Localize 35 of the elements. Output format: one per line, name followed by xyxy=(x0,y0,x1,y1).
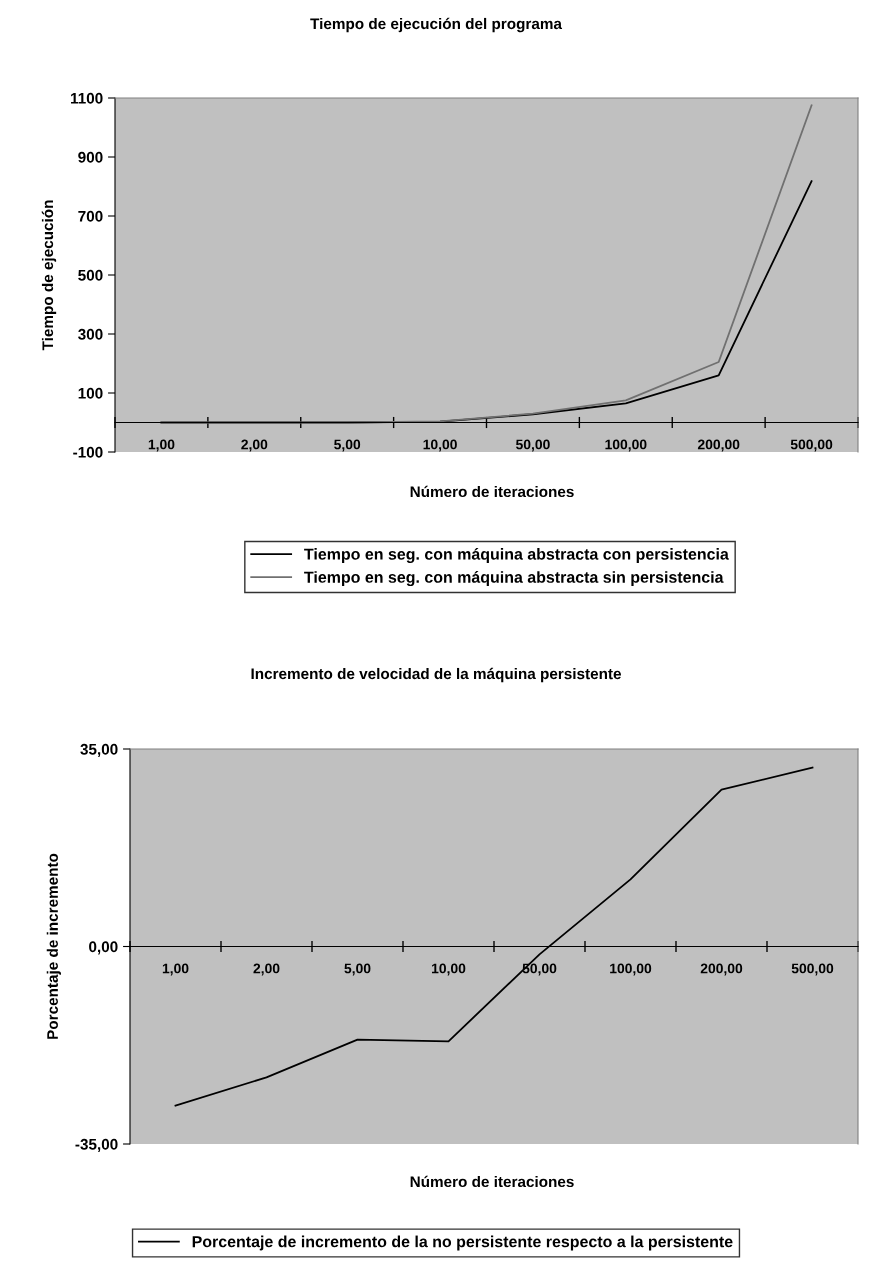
y-tick-label: 700 xyxy=(78,210,103,222)
x-tick-label: 100,00 xyxy=(610,963,652,976)
legend-label: Porcentaje de incremento de la no persistente respecto a la persistente xyxy=(192,1235,733,1251)
x-tick-label: 10,00 xyxy=(423,439,457,452)
y-axis-title: Porcentaje de incremento xyxy=(46,853,61,1039)
x-tick-label: 1,00 xyxy=(162,963,189,976)
x-tick-label: 500,00 xyxy=(790,439,833,452)
y-tick-label: -35,00 xyxy=(75,1138,118,1152)
x-tick-label: 50,00 xyxy=(515,439,550,452)
y-tick-label: 500 xyxy=(78,269,103,281)
y-tick-label: -100 xyxy=(73,446,103,458)
x-tick-label: 100,00 xyxy=(605,439,647,452)
x-axis-title: Número de iteraciones xyxy=(410,485,574,498)
x-tick-label: 2,00 xyxy=(241,439,268,452)
x-tick-label: 50,00 xyxy=(522,963,557,976)
chart-title: Incremento de velocidad de la máquina persistente xyxy=(251,667,621,683)
x-tick-label: 5,00 xyxy=(344,963,371,976)
x-tick-label: 200,00 xyxy=(697,439,740,452)
y-tick-label: 35,00 xyxy=(80,743,118,757)
x-tick-label: 5,00 xyxy=(334,439,361,452)
x-tick-label: 200,00 xyxy=(700,963,743,976)
legend-label: Tiempo en seg. con máquina abstracta sin persistencia xyxy=(304,570,724,587)
chart-title: Tiempo de ejecución del programa xyxy=(310,17,563,33)
x-tick-label: 2,00 xyxy=(253,963,280,976)
x-tick-label: 500,00 xyxy=(791,963,834,976)
y-tick-label: 1100 xyxy=(71,92,103,104)
x-axis-title: Número de iteraciones xyxy=(410,1175,574,1188)
legend-label: Tiempo en seg. con máquina abstracta con persistencia xyxy=(304,547,729,564)
y-tick-label: 100 xyxy=(78,387,103,399)
x-tick-label: 1,00 xyxy=(148,439,175,452)
y-tick-label: 900 xyxy=(78,151,103,163)
y-tick-label: 300 xyxy=(78,328,103,340)
x-tick-label: 10,00 xyxy=(432,963,466,976)
y-axis-title: Tiempo de ejecución xyxy=(41,200,57,351)
y-tick-label: 0,00 xyxy=(89,941,118,955)
